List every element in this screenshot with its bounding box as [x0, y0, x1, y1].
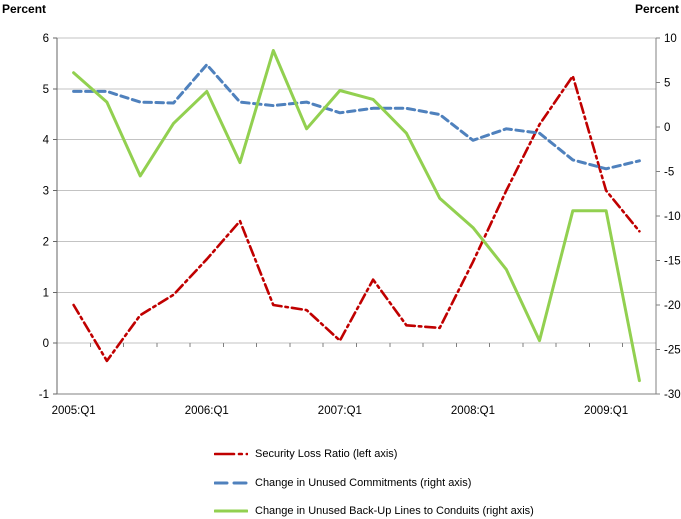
right-tick-label: -15 [664, 256, 681, 268]
legend-swatch-security-loss-ratio [214, 452, 248, 456]
legend-swatch-unused-commitments [214, 481, 248, 485]
legend-label: Change in Unused Commitments (right axis… [255, 477, 472, 489]
x-tick-label: 2007:Q1 [318, 405, 362, 417]
x-tick-label: 2008:Q1 [451, 405, 495, 417]
right-tick-label: 5 [664, 78, 670, 90]
x-tick-label: 2009:Q1 [584, 405, 628, 417]
right-tick-label: 0 [664, 122, 670, 134]
gridlines [57, 37, 656, 395]
left-tick-label: -1 [39, 389, 49, 401]
x-axis-labels: 2005:Q1 2006:Q1 2007:Q1 2008:Q1 2009:Q1 [52, 405, 629, 417]
left-tick-label: 1 [43, 287, 49, 299]
right-axis-ticks: 10 5 0 -5 -10 -15 -20 -25 -30 [656, 33, 681, 401]
series-line-0 [72, 74, 641, 363]
legend-item-security-loss-ratio: Security Loss Ratio (left axis) [214, 448, 397, 460]
right-tick-label: -10 [664, 211, 681, 223]
left-tick-label: 2 [43, 236, 49, 248]
right-tick-label: -5 [664, 167, 674, 179]
category-ticks [89, 343, 624, 348]
axes [56, 38, 657, 395]
legend-item-backup-lines-conduits: Change in Unused Back-Up Lines to Condui… [214, 505, 534, 517]
right-axis-title: Percent [634, 2, 679, 16]
left-tick-label: 6 [43, 33, 49, 45]
left-axis-ticks: 6 5 4 3 2 1 0 -1 [39, 33, 57, 401]
left-tick-label: 0 [43, 338, 49, 350]
series-line-2 [72, 49, 641, 383]
x-tick-label: 2005:Q1 [52, 405, 96, 417]
left-tick-label: 3 [43, 186, 49, 198]
right-tick-label: -25 [664, 345, 681, 357]
x-tick-label: 2006:Q1 [185, 405, 229, 417]
left-tick-label: 4 [43, 135, 50, 147]
left-tick-label: 5 [43, 84, 49, 96]
legend-label: Change in Unused Back-Up Lines to Condui… [255, 505, 534, 517]
legend-label: Security Loss Ratio (left axis) [255, 448, 398, 460]
right-tick-label: 10 [664, 33, 677, 45]
series-line-1 [72, 63, 641, 171]
legend-item-unused-commitments: Change in Unused Commitments (right axis… [214, 477, 471, 489]
right-tick-label: -30 [664, 389, 681, 401]
legend-swatch-backup-lines-conduits [214, 509, 248, 513]
right-tick-label: -20 [664, 300, 681, 312]
left-axis-title: Percent [2, 2, 47, 16]
